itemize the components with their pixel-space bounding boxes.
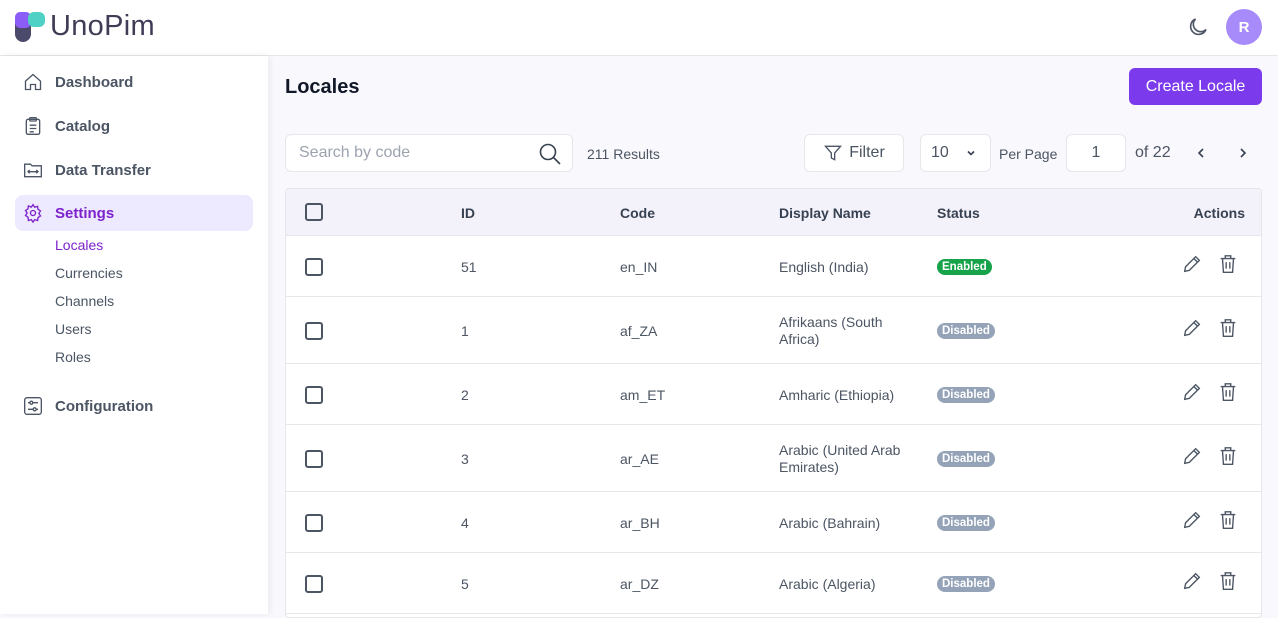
table-row: 2 am_ET Amharic (Ethiopia) Disabled	[286, 364, 1261, 425]
app-name: UnoPim	[50, 10, 155, 42]
prev-page-icon[interactable]	[1194, 146, 1208, 160]
sidebar-item-catalog[interactable]: Catalog	[15, 108, 253, 144]
delete-icon[interactable]	[1217, 570, 1239, 597]
row-checkbox[interactable]	[305, 385, 323, 404]
cell-display-name: English (India)	[779, 258, 869, 275]
header-actions: Actions	[1193, 205, 1245, 221]
chevron-down-icon	[967, 150, 975, 156]
cell-display-name: Arabic (Bahrain)	[779, 514, 881, 531]
cell-display-name: Arabic (United Arab Emirates)	[779, 441, 901, 475]
search-icon[interactable]	[538, 142, 562, 166]
sidebar-subitem-currencies[interactable]: Currencies	[55, 265, 123, 281]
search-input[interactable]: Search by code	[285, 134, 573, 172]
unopim-logo	[15, 12, 45, 42]
sidebar-item-data-transfer[interactable]: Data Transfer	[15, 152, 253, 188]
header-code[interactable]: Code	[620, 205, 655, 221]
table-row: 1 af_ZA Afrikaans (South Africa) Disable…	[286, 297, 1261, 364]
sidebar-item-label: Data Transfer	[55, 161, 151, 179]
delete-icon[interactable]	[1217, 445, 1239, 472]
page-title: Locales	[285, 76, 360, 98]
table-header: ID Code Display Name Status Actions	[286, 189, 1261, 236]
filter-icon	[824, 145, 843, 161]
header-display-name[interactable]: Display Name	[779, 205, 871, 221]
table-row: 3 ar_AE Arabic (United Arab Emirates) Di…	[286, 425, 1261, 492]
cell-code: ar_BH	[620, 514, 660, 531]
cell-code: ar_DZ	[620, 575, 659, 592]
folder-transfer-icon	[24, 163, 42, 178]
row-checkbox[interactable]	[305, 449, 323, 468]
total-pages: of 22	[1135, 144, 1171, 161]
edit-icon[interactable]	[1181, 445, 1203, 472]
cell-id: 51	[461, 258, 477, 275]
sidebar-item-configuration[interactable]: Configuration	[15, 388, 253, 424]
per-page-value: 10	[931, 144, 949, 161]
table-row: 4 ar_BH Arabic (Bahrain) Disabled	[286, 492, 1261, 553]
sidebar-item-label: Settings	[55, 204, 115, 222]
edit-icon[interactable]	[1181, 570, 1203, 597]
cell-code: en_IN	[620, 258, 658, 275]
per-page-label: Per Page	[999, 146, 1058, 162]
cell-code: am_ET	[620, 386, 666, 403]
edit-icon[interactable]	[1181, 509, 1203, 536]
results-count: 211 Results	[587, 146, 660, 162]
clipboard-icon	[25, 117, 41, 135]
gear-icon	[24, 203, 42, 223]
cell-display-name: Amharic (Ethiopia)	[779, 386, 895, 403]
sidebar-item-label: Dashboard	[55, 73, 134, 91]
top-header: UnoPim R	[0, 0, 1278, 56]
cell-code: ar_AE	[620, 450, 659, 467]
user-avatar[interactable]: R	[1226, 9, 1262, 45]
filter-button[interactable]: Filter	[804, 134, 904, 172]
cell-id: 3	[461, 450, 469, 467]
cell-display-name: Arabic (Algeria)	[779, 575, 876, 592]
status-badge: Enabled	[937, 258, 992, 275]
locales-table: ID Code Display Name Status Actions 51 e…	[285, 188, 1262, 618]
filter-label: Filter	[849, 144, 885, 161]
sidebar-subitem-channels[interactable]: Channels	[55, 293, 115, 309]
search-placeholder: Search by code	[299, 144, 411, 161]
status-badge: Disabled	[937, 322, 995, 339]
sidebar-item-settings[interactable]: Settings	[15, 195, 253, 231]
table-row: 51 en_IN English (India) Enabled	[286, 236, 1261, 297]
row-checkbox[interactable]	[305, 574, 323, 593]
edit-icon[interactable]	[1181, 381, 1203, 408]
sidebar-subitem-users[interactable]: Users	[55, 321, 92, 337]
sidebar: Dashboard Catalog Data Transfer Settings…	[0, 56, 268, 614]
cell-id: 5	[461, 575, 469, 592]
dark-mode-icon[interactable]	[1186, 15, 1210, 39]
status-badge: Disabled	[937, 386, 995, 403]
cell-display-name: Afrikaans (South Africa)	[779, 313, 883, 347]
next-page-icon[interactable]	[1236, 146, 1250, 160]
sliders-icon	[24, 397, 42, 415]
edit-icon[interactable]	[1181, 317, 1203, 344]
cell-code: af_ZA	[620, 322, 658, 339]
per-page-select[interactable]: 10	[920, 134, 991, 172]
create-locale-button[interactable]: Create Locale	[1129, 68, 1262, 105]
status-badge: Disabled	[937, 575, 995, 592]
sidebar-item-label: Configuration	[55, 397, 154, 415]
cell-id: 4	[461, 514, 469, 531]
sidebar-item-dashboard[interactable]: Dashboard	[15, 64, 253, 100]
home-icon	[24, 73, 42, 91]
sidebar-subitem-roles[interactable]: Roles	[55, 349, 91, 365]
delete-icon[interactable]	[1217, 381, 1239, 408]
delete-icon[interactable]	[1217, 253, 1239, 280]
delete-icon[interactable]	[1217, 509, 1239, 536]
row-checkbox[interactable]	[305, 321, 323, 340]
status-badge: Disabled	[937, 450, 995, 467]
cell-id: 1	[461, 322, 469, 339]
table-row: 5 ar_DZ Arabic (Algeria) Disabled	[286, 553, 1261, 614]
page-input[interactable]: 1	[1066, 134, 1126, 172]
sidebar-subitem-locales[interactable]: Locales	[55, 237, 104, 253]
header-status[interactable]: Status	[937, 205, 980, 221]
header-id[interactable]: ID	[461, 205, 475, 221]
row-checkbox[interactable]	[305, 513, 323, 532]
edit-icon[interactable]	[1181, 253, 1203, 280]
select-all-checkbox[interactable]	[305, 203, 323, 221]
cell-id: 2	[461, 386, 469, 403]
status-badge: Disabled	[937, 514, 995, 531]
delete-icon[interactable]	[1217, 317, 1239, 344]
row-checkbox[interactable]	[305, 257, 323, 276]
sidebar-item-label: Catalog	[55, 117, 111, 135]
